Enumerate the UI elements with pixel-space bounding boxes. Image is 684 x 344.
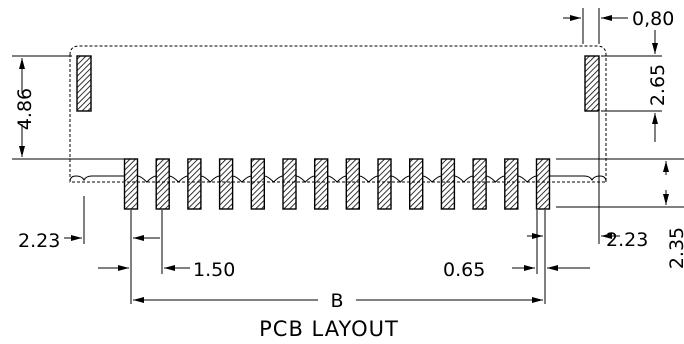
pad-12 — [472, 158, 487, 210]
mounting-tab-left — [76, 55, 92, 112]
dim-edge-right-label: 2.23 — [606, 229, 648, 251]
pad-7 — [314, 158, 329, 210]
dim-pad-width: 0.65 — [443, 210, 590, 281]
front-edge-wave-path — [75, 175, 601, 183]
dim-span-label: B — [330, 290, 343, 312]
pad-4 — [218, 158, 234, 210]
dim-span: B — [133, 290, 543, 312]
dim-pad-pitch: 1.50 — [98, 210, 235, 281]
dim-pad-length-label: 2.35 — [666, 227, 684, 269]
dim-edge-left-label: 2.23 — [18, 230, 60, 252]
dim-overall-height-label: 4.86 — [14, 88, 36, 130]
dim-pad-length: 2.35 — [556, 158, 684, 269]
dim-pad-pitch-label: 1.50 — [193, 259, 235, 281]
pad-3 — [187, 158, 202, 210]
dim-edge-right: 2.23 — [527, 112, 648, 304]
pad-8 — [345, 158, 360, 210]
pad-2 — [155, 158, 170, 210]
pad-11 — [440, 158, 456, 210]
pad-5 — [250, 158, 266, 210]
dim-pad-width-label: 0.65 — [443, 259, 485, 281]
pad-1 — [123, 158, 139, 210]
pad-10 — [409, 158, 424, 210]
dim-tab-pitch-label: 0,80 — [632, 8, 674, 30]
dim-edge-left: 2.23 — [18, 196, 160, 304]
drawing-title: PCB LAYOUT — [259, 317, 399, 341]
dim-tab-offset-label: 2.65 — [647, 64, 669, 106]
connector-outline — [69, 45, 607, 183]
dim-tab-offset: 2.65 — [601, 30, 669, 142]
pad-6 — [282, 158, 297, 210]
dim-tab-pitch: 0,80 — [563, 8, 674, 44]
pad-13 — [504, 158, 519, 210]
dim-overall-height: 4.86 — [12, 55, 126, 160]
pad-9 — [377, 158, 392, 210]
pad-row — [123, 158, 551, 210]
pad-14 — [535, 158, 551, 210]
front-edge-wave — [75, 175, 601, 183]
mounting-tab-right — [584, 55, 600, 112]
